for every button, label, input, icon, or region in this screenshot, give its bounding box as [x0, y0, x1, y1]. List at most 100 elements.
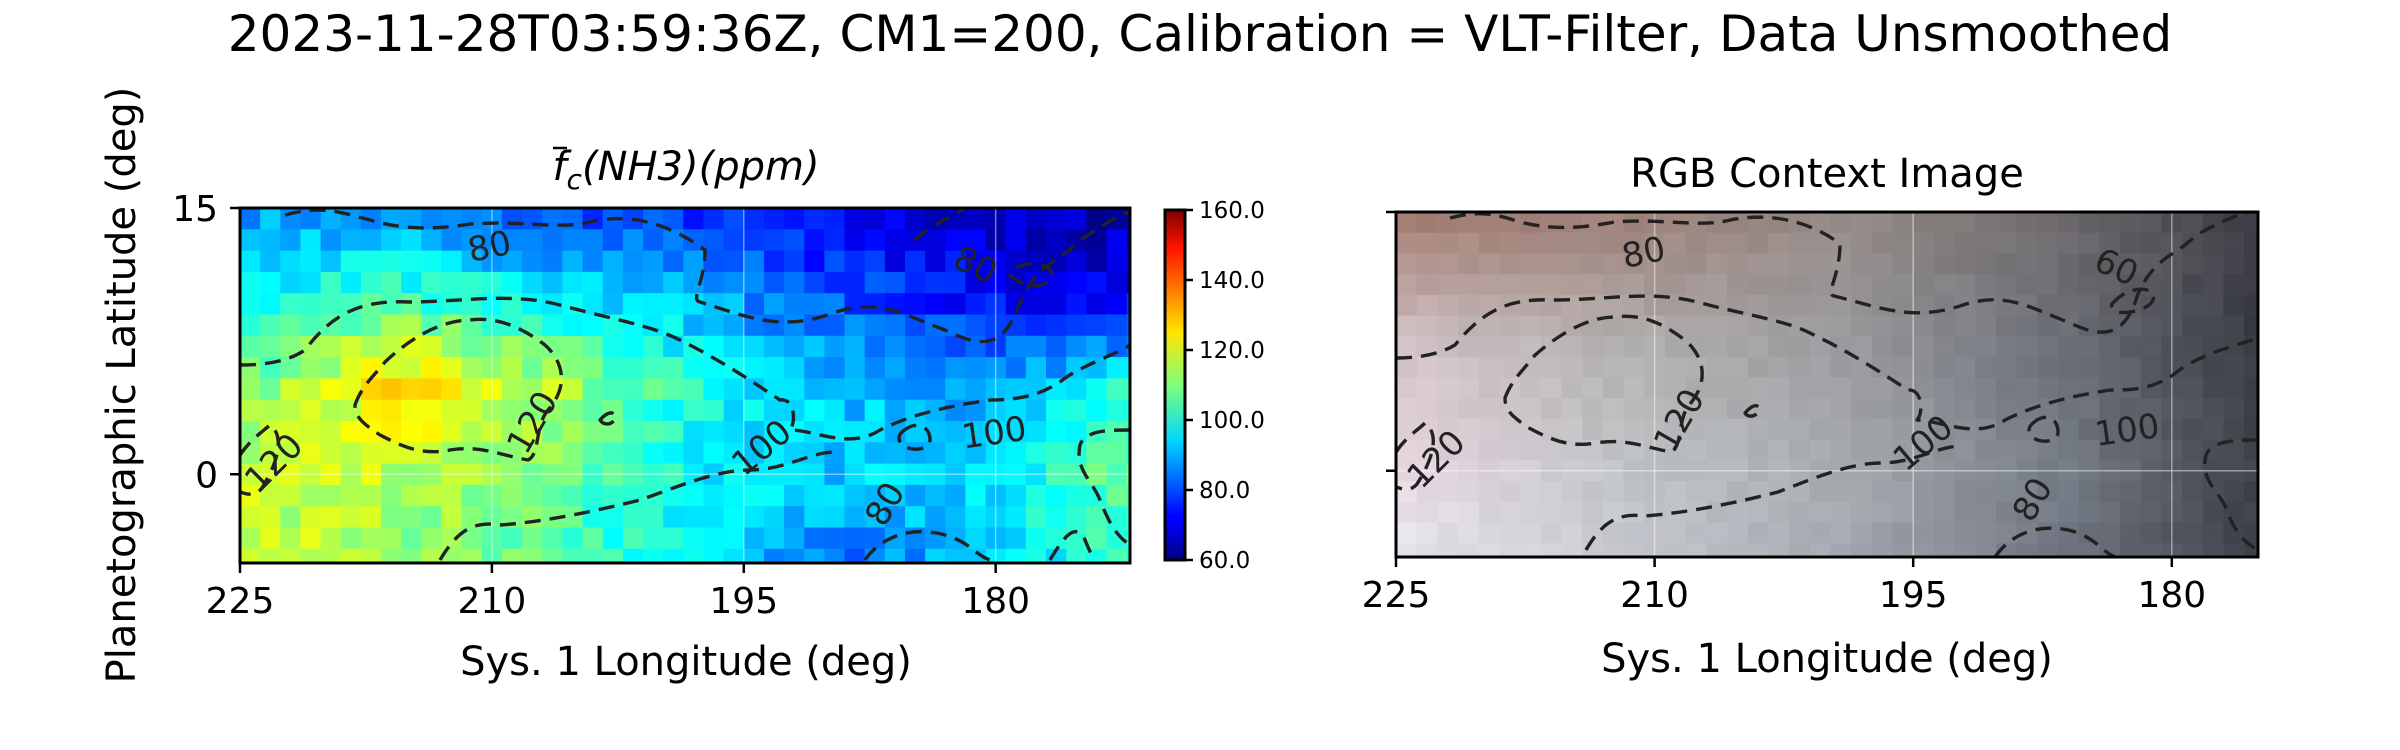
- heatmap-cell: [643, 293, 664, 316]
- rgb-pixel: [1685, 336, 1707, 358]
- heatmap-cell: [723, 271, 745, 294]
- heatmap-cell: [763, 484, 785, 507]
- rgb-pixel: [1623, 274, 1645, 296]
- rgb-pixel: [2037, 294, 2059, 317]
- rgb-pixel: [2058, 356, 2080, 379]
- rgb-contour-120-small: [1743, 404, 1762, 418]
- heatmap-cell: [481, 463, 503, 486]
- rgb-pixel: [2037, 336, 2059, 358]
- rgb-pixel: [1685, 481, 1707, 503]
- rgb-pixel: [1623, 315, 1645, 337]
- heatmap-cell: [723, 229, 745, 252]
- rgb-pixel: [2223, 315, 2245, 337]
- heatmap-cell: [663, 421, 684, 443]
- heatmap-cell: [784, 314, 805, 337]
- heatmap-cell: [904, 506, 926, 529]
- heatmap-cell: [683, 399, 705, 422]
- rgb-pixel: [1727, 232, 1749, 254]
- heatmap-cell: [703, 314, 725, 337]
- heatmap-cell: [562, 421, 584, 443]
- heatmap-cell: [703, 271, 725, 294]
- heatmap-cell: [421, 421, 443, 443]
- rgb-pixel: [1933, 356, 1956, 379]
- rgb-pixel: [1664, 232, 1687, 254]
- heatmap-cell: [703, 208, 725, 230]
- rgb-pixel: [2161, 481, 2183, 503]
- rgb-pixel: [1830, 419, 1852, 441]
- rgb-pixel: [1644, 481, 1666, 503]
- rgb-pixel: [1623, 356, 1645, 379]
- heatmap-cell: [562, 335, 584, 358]
- rgb-pixel: [1561, 212, 1583, 234]
- heatmap-cell: [763, 271, 785, 294]
- heatmap-cell: [864, 527, 886, 550]
- rgb-pixel: [2078, 522, 2100, 544]
- rgb-pixel: [2078, 398, 2100, 420]
- rgb-pixel: [1582, 460, 1604, 482]
- heatmap-cell: [542, 548, 564, 563]
- colorbar-tick-label: 80.0: [1199, 478, 1250, 504]
- heatmap-cell: [945, 357, 967, 379]
- heatmap-cell: [703, 548, 725, 563]
- rgb-pixel: [1416, 522, 1438, 544]
- heatmap-cell: [260, 271, 281, 294]
- heatmap-cell: [904, 335, 926, 358]
- heatmap-cell: [542, 250, 564, 273]
- heatmap-cell: [663, 293, 684, 316]
- colorbar: 60.0 80.0 100.0 120.0 140.0 160.0: [1163, 198, 1265, 574]
- rgb-pixel: [2182, 439, 2204, 461]
- heatmap-cell: [542, 421, 564, 443]
- heatmap-cell: [481, 421, 503, 443]
- heatmap-cell: [340, 442, 362, 465]
- contour-100-east: [1077, 428, 1130, 547]
- heatmap-cell: [602, 314, 624, 337]
- rgb-pixel: [2202, 356, 2225, 379]
- heatmap-cell: [320, 463, 342, 486]
- heatmap-cell: [421, 208, 443, 230]
- heatmap-cell: [763, 506, 785, 529]
- heatmap-cell: [844, 378, 866, 401]
- heatmap-cell: [683, 357, 705, 379]
- rgb-pixel: [1396, 232, 1418, 254]
- rgb-pixel: [2016, 336, 2038, 358]
- heatmap-cell: [844, 527, 866, 550]
- heatmap-cell: [622, 335, 644, 358]
- rgb-pixel: [1478, 315, 1501, 337]
- rgb-pixel: [1582, 522, 1604, 544]
- heatmap-cell: [522, 293, 543, 316]
- heatmap-cell: [824, 250, 846, 273]
- rgb-pixel: [1416, 460, 1438, 482]
- rgb-pixel: [1995, 294, 2018, 317]
- heatmap-cell: [683, 527, 705, 550]
- heatmap-cell: [723, 335, 745, 358]
- rgb-pixel: [1520, 253, 1542, 275]
- heatmap-cell: [360, 399, 382, 422]
- rgb-pixel: [1561, 543, 1583, 557]
- rgb-pixel: [1478, 232, 1501, 254]
- heatmap-cell: [381, 271, 402, 294]
- rgb-pixel: [1561, 481, 1583, 503]
- rgb-pixel: [1954, 232, 1976, 254]
- heatmap-cell: [240, 250, 261, 273]
- heatmap-cell: [904, 548, 926, 563]
- rgb-pixel: [1954, 522, 1976, 544]
- heatmap-cell: [804, 314, 825, 337]
- rgb-contour-80-south: [1993, 526, 2116, 557]
- rgb-pixel: [2223, 460, 2245, 482]
- heatmap-cell: [965, 250, 987, 273]
- heatmap-cell: [804, 548, 825, 563]
- heatmap-cell: [300, 378, 322, 401]
- heatmap-cell: [461, 378, 483, 401]
- heatmap-cell: [945, 271, 967, 294]
- heatmap-cell: [542, 229, 564, 252]
- heatmap-cell: [602, 548, 624, 563]
- heatmap-cell: [1005, 250, 1027, 273]
- heatmap-cell: [703, 399, 725, 422]
- heatmap-cell: [643, 399, 664, 422]
- heatmap-cell: [1005, 527, 1027, 550]
- heatmap-cell: [421, 527, 443, 550]
- rgb-pixel: [1561, 398, 1583, 420]
- heatmap-cell: [824, 421, 846, 443]
- heatmap-cell: [784, 421, 805, 443]
- rgb-pixel: [1768, 501, 1790, 524]
